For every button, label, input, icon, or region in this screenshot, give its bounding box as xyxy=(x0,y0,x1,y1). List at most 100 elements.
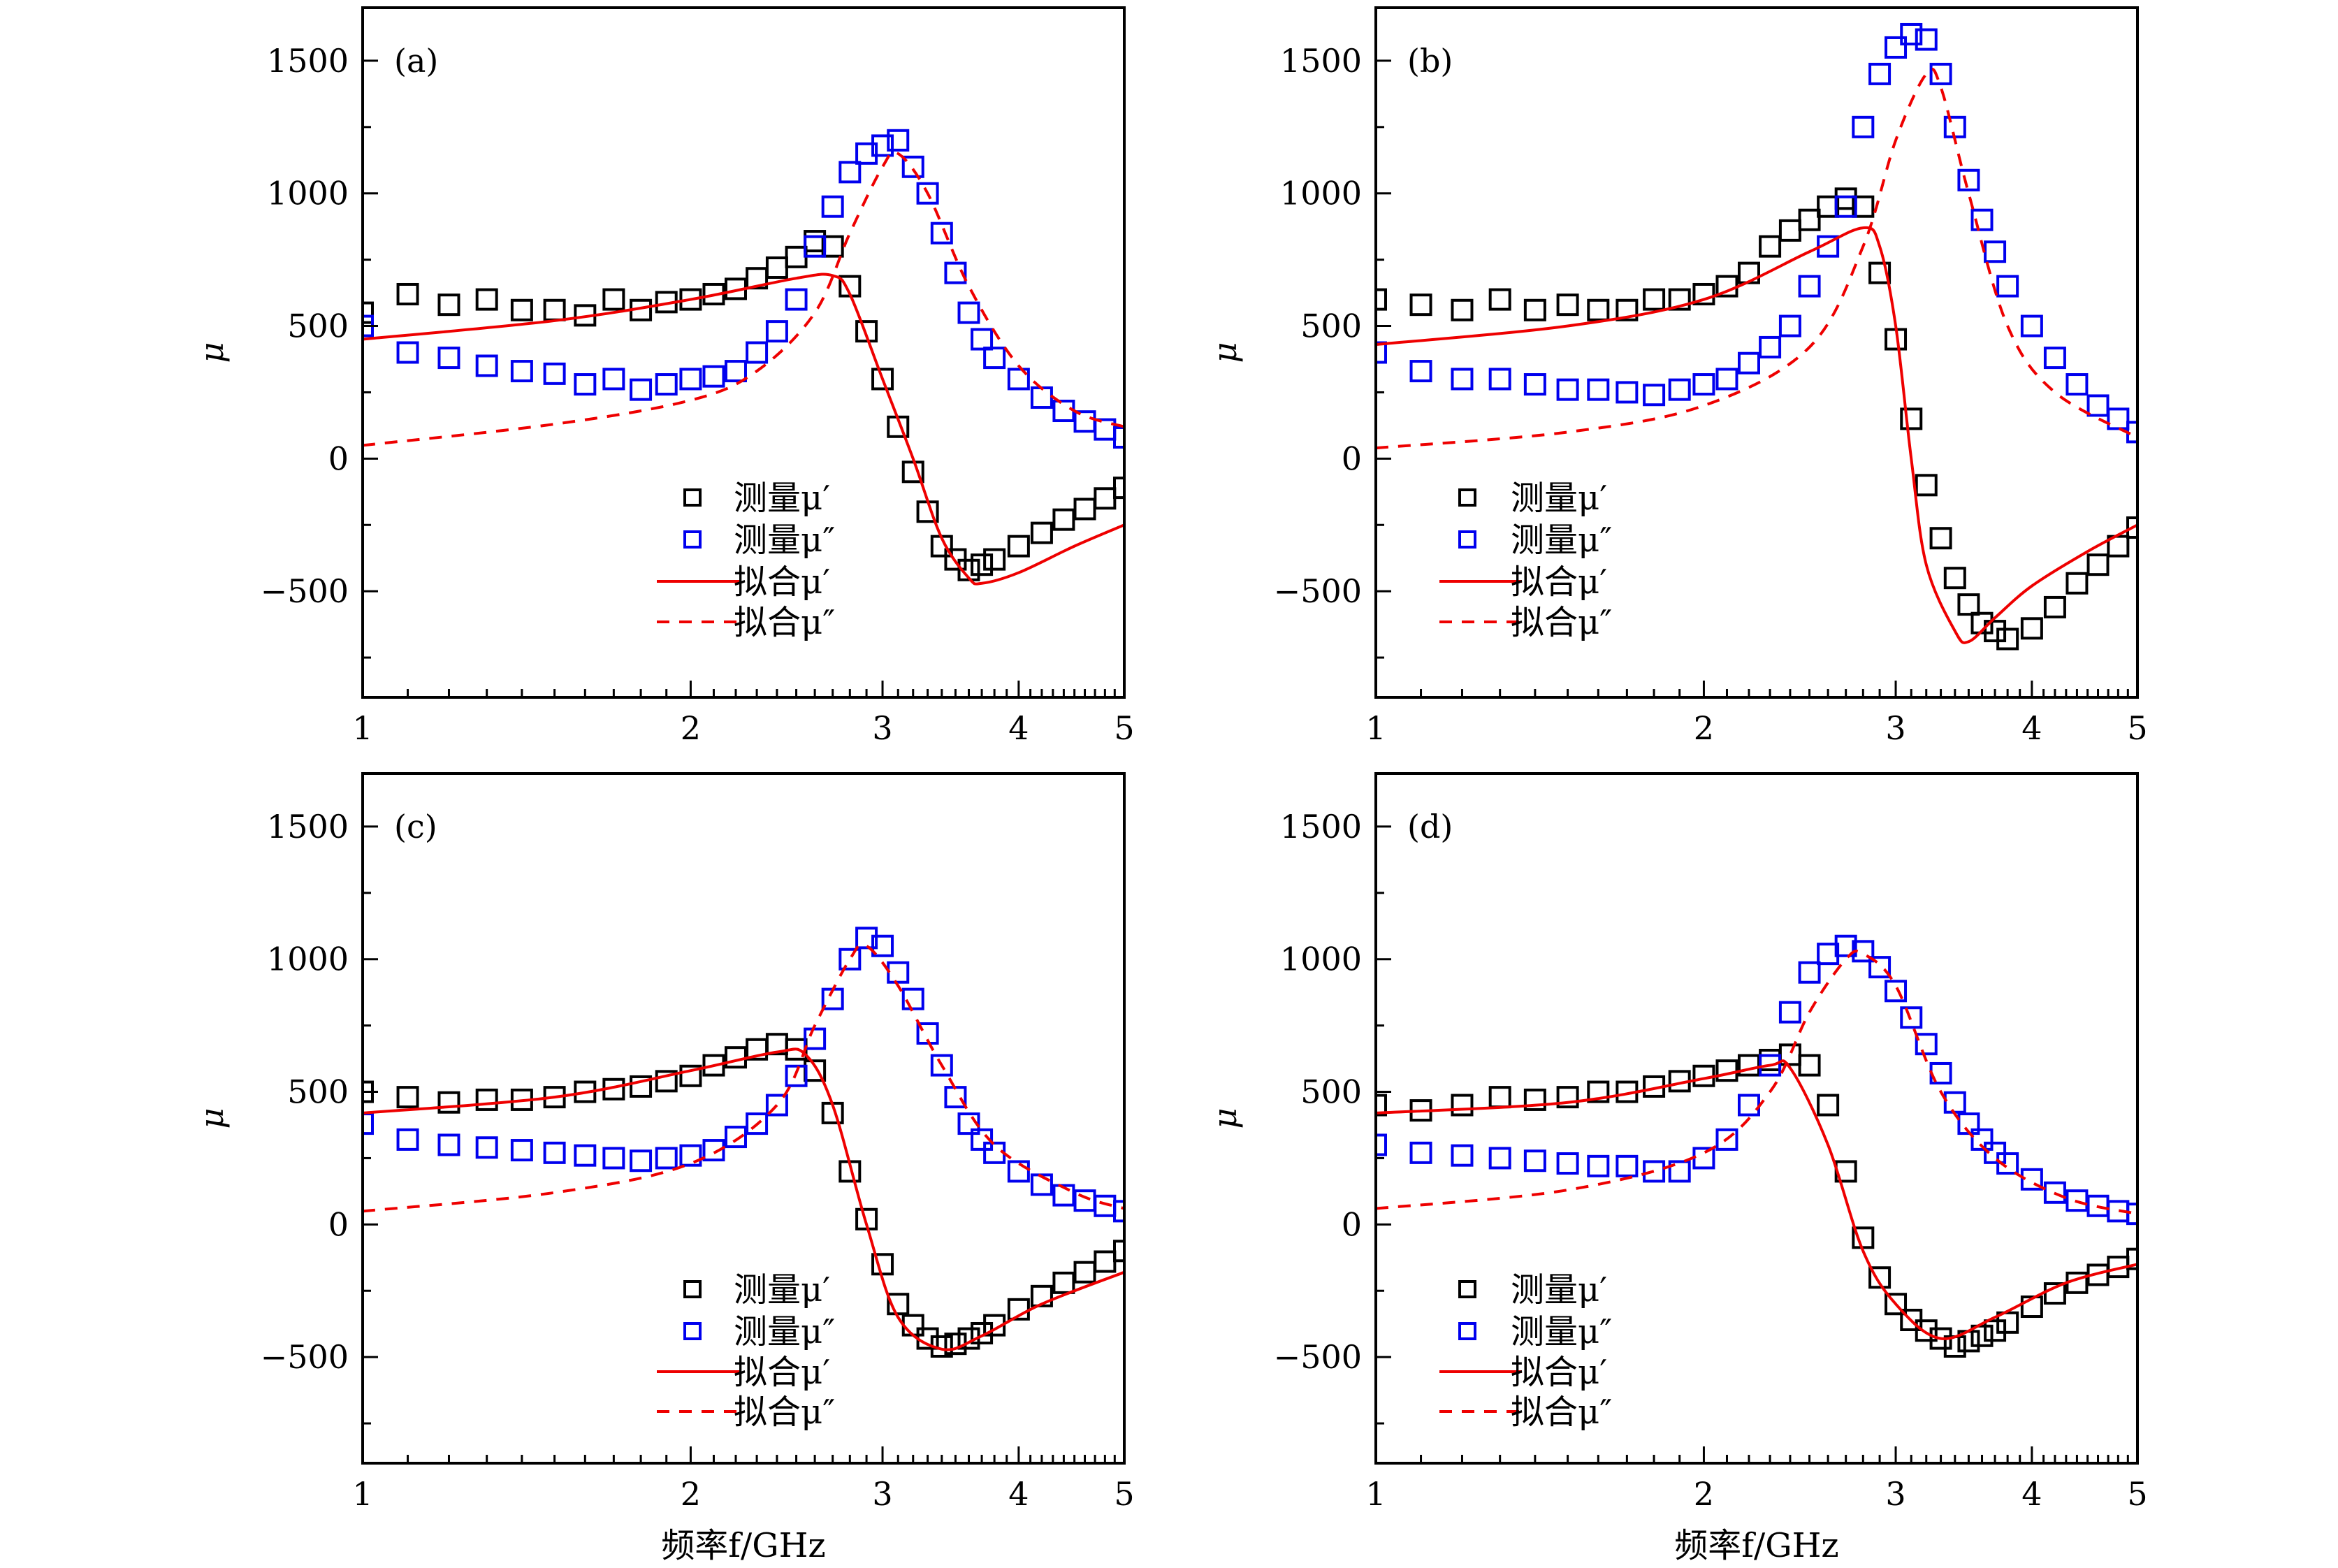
measured-point-mu-imag xyxy=(630,378,653,401)
measured-point-mu-imag xyxy=(838,948,862,971)
measured-point-mu-imag xyxy=(1957,168,1980,191)
measured-point-mu-imag xyxy=(855,142,878,165)
measured-point-mu-imag xyxy=(1852,115,1875,138)
fit-curve-mu-real xyxy=(1376,226,2137,644)
measured-point-mu-real xyxy=(2043,595,2066,618)
measured-point-mu-imag xyxy=(1984,240,2007,263)
measured-point-mu-real xyxy=(1984,1319,2007,1342)
measured-point-mu-real xyxy=(1957,593,1980,616)
measured-point-mu-imag xyxy=(901,155,924,178)
measured-point-mu-imag xyxy=(574,373,597,396)
fit-curve-mu-imag xyxy=(363,943,1124,1213)
measured-point-mu-real xyxy=(1113,477,1124,500)
panel-label: (c) xyxy=(394,808,437,845)
measured-point-mu-imag xyxy=(1073,410,1096,433)
measured-point-mu-imag xyxy=(1798,275,1821,298)
measured-point-mu-real xyxy=(1073,498,1096,521)
x-tick-label: 4 xyxy=(1008,709,1029,747)
measured-point-mu-imag xyxy=(1715,1128,1738,1151)
measured-point-mu-real xyxy=(1007,535,1030,558)
measured-point-mu-imag xyxy=(957,1112,980,1135)
fit-curve-mu-real xyxy=(1376,1059,2137,1340)
x-tick-label: 2 xyxy=(1694,1475,1714,1513)
measured-point-mu-real xyxy=(363,301,374,324)
fit-curve-mu-imag xyxy=(363,150,1124,447)
measured-point-mu-imag xyxy=(1900,22,1923,45)
measured-point-mu-imag xyxy=(957,301,980,324)
measured-point-mu-real xyxy=(655,1070,678,1093)
measured-point-mu-real xyxy=(2020,617,2043,640)
measured-point-mu-real xyxy=(1587,1080,1610,1103)
measured-point-mu-imag xyxy=(702,1139,725,1162)
measured-point-mu-real xyxy=(785,245,808,268)
fit-curve-mu-real xyxy=(363,1047,1124,1351)
measured-point-mu-imag xyxy=(1759,1054,1782,1077)
measured-point-mu-real xyxy=(2086,553,2110,576)
x-tick-label: 4 xyxy=(2021,709,2042,747)
measured-point-mu-imag xyxy=(1409,360,1432,383)
measured-point-mu-imag xyxy=(1970,1128,1994,1151)
measured-point-mu-imag xyxy=(2065,373,2089,396)
measured-point-mu-imag xyxy=(1668,378,1691,401)
y-tick-label: −500 xyxy=(1274,1338,1362,1376)
measured-point-mu-real xyxy=(1778,219,1801,242)
x-tick-label: 1 xyxy=(1365,709,1386,747)
measured-point-mu-real xyxy=(1409,293,1432,317)
legend: 测量μ′测量μ″拟合μ′拟合μ″ xyxy=(657,479,835,642)
x-tick-label: 2 xyxy=(681,1475,701,1513)
measured-point-mu-imag xyxy=(1030,1173,1053,1196)
measured-point-mu-real xyxy=(1030,521,1053,544)
legend-marker-square xyxy=(683,488,702,507)
measured-point-mu-real xyxy=(1587,298,1610,321)
measured-point-mu-real xyxy=(1073,1261,1096,1284)
measured-point-mu-imag xyxy=(1759,335,1782,358)
measured-point-mu-real xyxy=(901,1314,924,1337)
measured-point-mu-imag xyxy=(887,961,910,984)
measured-point-mu-imag xyxy=(1929,62,1952,85)
measured-point-mu-real xyxy=(2020,1295,2043,1319)
measured-point-mu-imag xyxy=(1868,956,1892,979)
x-tick-label: 1 xyxy=(352,1475,372,1513)
measured-point-mu-real xyxy=(475,288,498,311)
measured-point-mu-real xyxy=(437,1091,460,1114)
measured-point-mu-imag xyxy=(901,987,924,1010)
x-tick-label: 3 xyxy=(872,1475,892,1513)
measured-point-mu-imag xyxy=(746,1112,769,1135)
measured-point-mu-real xyxy=(1643,288,1666,311)
axes-frame xyxy=(1374,6,2139,699)
legend-label: 拟合μ′ xyxy=(734,562,830,602)
plot-area xyxy=(363,129,1124,586)
y-tick-label: 0 xyxy=(1342,1205,1362,1243)
measured-point-mu-imag xyxy=(396,341,419,364)
measured-point-mu-imag xyxy=(1523,1149,1546,1173)
measured-point-mu-real xyxy=(2065,572,2089,595)
measured-point-mu-real xyxy=(1556,1086,1579,1109)
measured-point-mu-real xyxy=(1556,293,1579,317)
measured-point-mu-imag xyxy=(543,362,566,385)
fit-curve-mu-imag xyxy=(1376,950,2137,1216)
measured-point-mu-imag xyxy=(630,1149,653,1173)
measured-point-mu-real xyxy=(887,1293,910,1316)
measured-point-mu-imag xyxy=(396,1128,419,1151)
y-tick-label: 1500 xyxy=(267,808,349,845)
measured-point-mu-imag xyxy=(1737,351,1760,375)
measured-point-mu-imag xyxy=(1778,314,1801,337)
fit-curve-mu-real xyxy=(363,273,1124,586)
measured-point-mu-imag xyxy=(1817,943,1840,966)
measured-point-mu-imag xyxy=(1052,1184,1075,1207)
measured-point-mu-imag xyxy=(2107,407,2130,430)
measured-point-mu-imag xyxy=(602,368,625,391)
measured-point-mu-imag xyxy=(1007,368,1030,391)
measured-point-mu-imag xyxy=(916,1022,939,1045)
measured-point-mu-imag xyxy=(1970,208,1994,231)
plot-area xyxy=(1376,22,2137,651)
panel-d: 1 2 3 4 5 −500 0 500 1000 1500 μ (d) 测量μ′测量μ″拟合μ′拟合μ… xyxy=(1206,772,2148,1513)
measured-point-mu-imag xyxy=(1915,1033,1938,1056)
measured-point-mu-real xyxy=(1376,1094,1387,1117)
legend-label: 测量μ′ xyxy=(734,1270,830,1309)
legend-label: 测量μ′ xyxy=(1511,1270,1607,1309)
y-tick-label: −500 xyxy=(1274,572,1362,610)
measured-point-mu-real xyxy=(1970,1324,1994,1347)
x-tick-label: 5 xyxy=(1114,1475,1134,1513)
measured-point-mu-imag xyxy=(983,347,1006,370)
